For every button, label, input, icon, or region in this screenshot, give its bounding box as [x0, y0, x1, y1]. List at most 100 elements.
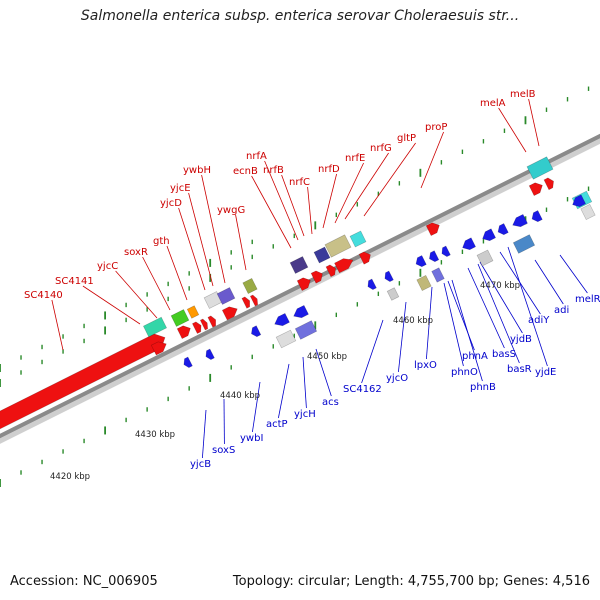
- leader-line-reverse: [426, 286, 433, 360]
- gene-label-forward: nrfA: [246, 151, 267, 162]
- gene-box: [324, 234, 352, 258]
- gene-arrow-reverse: [205, 348, 215, 360]
- gene-label-reverse: phnO: [451, 367, 478, 378]
- gene-arrow-forward: [176, 325, 191, 340]
- leader-line-forward: [420, 131, 444, 189]
- gene-box: [186, 305, 200, 319]
- gene-arrow-forward: [425, 222, 440, 237]
- leader-line-forward: [334, 162, 364, 224]
- scale-label: 4450 kbp: [307, 352, 347, 362]
- gene-box: [294, 320, 318, 340]
- genome-title: Salmonella enterica subsp. enterica sero…: [80, 8, 520, 24]
- leader-line-reverse: [361, 319, 384, 384]
- gene-box: [580, 203, 596, 221]
- leader-line-reverse: [447, 280, 475, 351]
- gene-box: [275, 329, 297, 349]
- gene-label-reverse: lpxO: [414, 360, 437, 371]
- gene-box: [416, 274, 432, 292]
- leader-line-reverse: [252, 381, 261, 433]
- gene-label-forward: nrfD: [318, 164, 340, 175]
- leader-line-forward: [344, 152, 389, 220]
- leader-line-forward: [82, 285, 141, 325]
- gene-box: [313, 246, 331, 264]
- gene-label-reverse: adiY: [528, 315, 550, 326]
- leader-line-reverse: [534, 259, 564, 305]
- gene-label-reverse: yjcB: [190, 459, 211, 470]
- gene-arrow-forward: [543, 177, 554, 191]
- gene-label-forward: nrfE: [345, 153, 365, 164]
- leader-line-reverse: [278, 363, 290, 419]
- leader-line-forward: [178, 207, 206, 291]
- gene-box: [386, 287, 400, 301]
- gene-label-forward: yjcD: [160, 198, 182, 209]
- leader-line-forward: [307, 186, 313, 235]
- gene-label-reverse: yjdB: [510, 334, 532, 345]
- leader-line-forward: [201, 174, 226, 284]
- scale-label: 4420 kbp: [50, 472, 90, 482]
- leader-line-reverse: [467, 267, 505, 349]
- gene-label-reverse: yjcO: [386, 373, 408, 384]
- gene-label-forward: melB: [510, 89, 536, 100]
- label-leader-lines: [51, 98, 588, 459]
- gene-arrow-reverse: [482, 228, 497, 242]
- scale-label: 4440 kbp: [220, 391, 260, 401]
- gene-arrow-reverse: [367, 278, 377, 290]
- gene-arrow-forward: [296, 277, 311, 292]
- leader-line-reverse: [477, 263, 520, 364]
- leader-line-forward: [498, 107, 527, 153]
- gene-box: [431, 267, 445, 283]
- gene-arrow-forward: [325, 264, 336, 278]
- gene-label-reverse: phnA: [462, 351, 488, 362]
- gene-arrow-reverse: [512, 213, 528, 228]
- gene-arrow-forward: [207, 315, 216, 328]
- gene-label-forward: SC4141: [55, 276, 94, 287]
- gene-label-forward: gth: [153, 236, 170, 247]
- leader-line-forward: [235, 214, 247, 271]
- gene-arrow-reverse: [183, 356, 193, 368]
- leader-line-forward: [166, 245, 188, 301]
- gene-label-reverse: phnB: [470, 382, 496, 393]
- gene-arrow-forward: [150, 341, 167, 356]
- gene-label-forward: ywbH: [183, 165, 211, 176]
- leader-line-forward: [115, 270, 158, 319]
- leader-line-forward: [363, 142, 416, 217]
- gene-label-reverse: adi: [554, 305, 569, 316]
- gene-arrow-reverse: [429, 250, 440, 263]
- leader-line-forward: [264, 160, 299, 241]
- leader-line-forward: [188, 192, 214, 287]
- gene-label-reverse: yjcH: [294, 409, 316, 420]
- gene-label-reverse: SC4162: [343, 384, 382, 395]
- gene-arrow-reverse: [441, 245, 451, 257]
- leader-line-reverse: [398, 301, 407, 373]
- gene-label-reverse: yjdE: [535, 367, 556, 378]
- gene-label-reverse: soxS: [212, 445, 235, 456]
- genome-stats-text: Topology: circular; Length: 4,755,700 bp…: [232, 574, 590, 589]
- gene-arrow-reverse: [384, 270, 394, 282]
- gene-arrow-reverse: [462, 237, 477, 251]
- gene-box: [170, 309, 190, 327]
- gene-features: [0, 156, 596, 430]
- accession-text: Accession: NC_006905: [10, 574, 158, 589]
- leader-line-reverse: [479, 261, 523, 334]
- gene-arrow-forward: [528, 182, 543, 197]
- gene-label-forward: gltP: [397, 133, 416, 144]
- gene-label-forward: nrfG: [370, 143, 392, 154]
- leader-line-forward: [251, 175, 292, 249]
- gene-arrow-reverse: [572, 194, 587, 208]
- leader-line-forward: [528, 98, 540, 147]
- gene-box: [216, 287, 236, 305]
- gene-box: [349, 230, 367, 248]
- leader-line-reverse: [202, 409, 207, 459]
- leader-line-reverse: [315, 348, 332, 397]
- gene-arrow-reverse: [274, 312, 290, 327]
- gene-arrow-forward: [241, 296, 250, 309]
- tick-marks: [0, 86, 590, 487]
- gene-label-forward: SC4140: [24, 290, 63, 301]
- scale-label: 4430 kbp: [135, 430, 175, 440]
- gene-label-reverse: basR: [507, 364, 532, 375]
- gene-box: [526, 156, 554, 180]
- gene-arrow-reverse: [415, 255, 427, 268]
- gene-label-reverse: actP: [266, 419, 288, 430]
- leader-line-reverse: [559, 254, 588, 294]
